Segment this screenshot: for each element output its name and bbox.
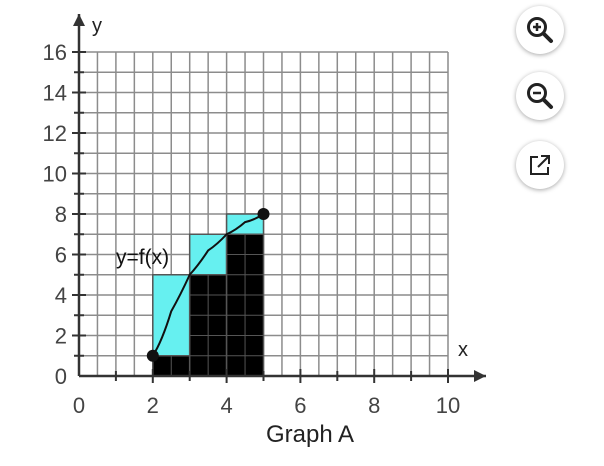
zoom-in-icon xyxy=(527,17,553,43)
x-axis-arrow xyxy=(474,370,486,382)
x-tick-label: 2 xyxy=(147,393,159,418)
axes xyxy=(72,14,486,383)
zoom-out-icon xyxy=(527,83,553,109)
y-tick-label: 8 xyxy=(55,202,67,227)
external-link-icon xyxy=(530,155,550,175)
y-tick-label: 16 xyxy=(43,40,67,65)
zoom-in-button[interactable] xyxy=(516,6,564,54)
y-axis-label: y xyxy=(92,15,102,37)
labels: 0 2 4 6 8 10 0 2 4 6 8 10 12 14 16 xyxy=(43,40,461,418)
y-axis-arrow xyxy=(73,14,85,26)
y-tick-label: 2 xyxy=(55,324,67,349)
x-tick-label: 6 xyxy=(294,393,306,418)
y-tick-label: 4 xyxy=(55,283,67,308)
zoom-out-button[interactable] xyxy=(516,72,564,120)
y-tick-label: 6 xyxy=(55,243,67,268)
curve xyxy=(146,208,270,362)
x-tick-label: 4 xyxy=(220,393,232,418)
rectangles xyxy=(152,213,265,377)
endpoint-dot-0 xyxy=(146,349,159,362)
y-tick-label: 14 xyxy=(43,81,67,106)
graph-a-chart: 0 2 4 6 8 10 0 2 4 6 8 10 12 14 16 y x Graph A y=f(x) xyxy=(43,14,486,448)
external-link-button[interactable] xyxy=(516,141,564,189)
x-tick-label: 10 xyxy=(436,393,460,418)
chart-title: Graph A xyxy=(266,421,354,448)
curve-line xyxy=(151,213,265,357)
y-tick-label: 0 xyxy=(55,364,67,389)
x-tick-label: 8 xyxy=(368,393,380,418)
curve-label: y=f(x) xyxy=(116,246,169,269)
y-tick-label: 12 xyxy=(43,121,67,146)
endpoint-dot-1 xyxy=(257,208,270,220)
x-tick-label: 0 xyxy=(73,393,85,418)
y-tick-label: 10 xyxy=(43,162,67,187)
x-axis-label: x xyxy=(458,339,468,361)
